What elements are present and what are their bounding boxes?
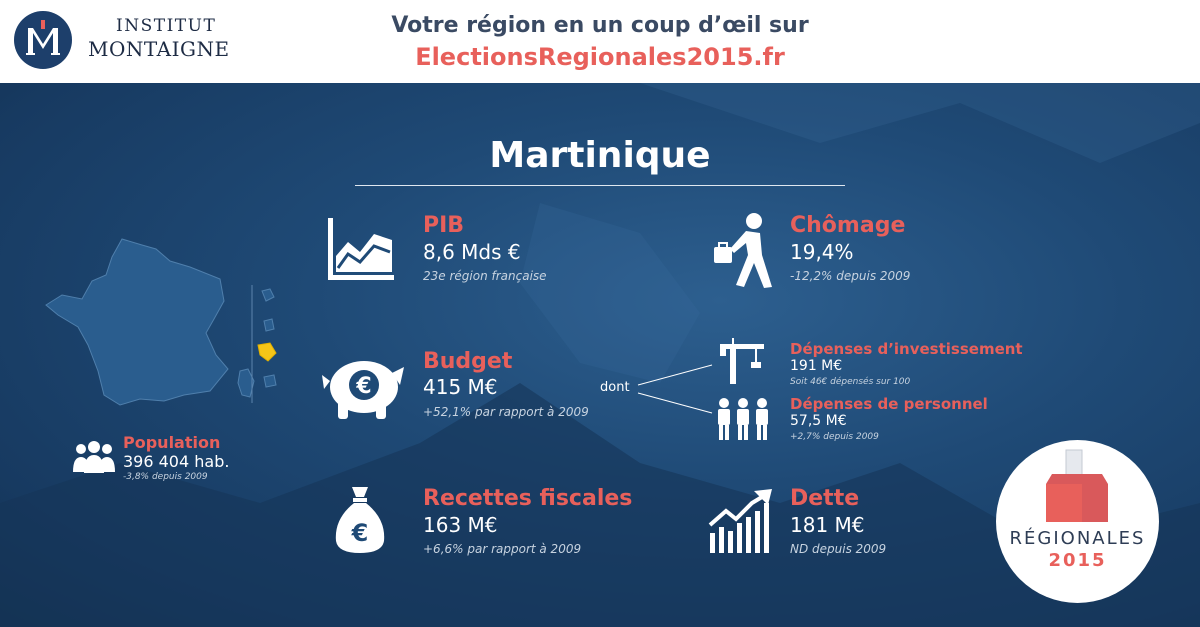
title-divider bbox=[355, 185, 845, 186]
logo-text-line2: MONTAIGNE bbox=[88, 37, 230, 61]
recettes-value: 163 M€ bbox=[423, 513, 498, 537]
chomage-note: -12,2% depuis 2009 bbox=[790, 269, 911, 283]
site-link[interactable]: ElectionsRegionales2015.fr bbox=[415, 43, 785, 71]
staff-people-icon bbox=[718, 398, 768, 440]
recettes-label: Recettes fiscales bbox=[423, 486, 633, 511]
depenses-investissement-value: 191 M€ bbox=[790, 358, 843, 374]
region-title: Martinique bbox=[489, 135, 711, 176]
dette-label: Dette bbox=[790, 486, 860, 511]
pib-value: 8,6 Mds € bbox=[423, 240, 521, 264]
depenses-personnel-label: Dépenses de personnel bbox=[790, 395, 988, 413]
chomage-value: 19,4% bbox=[790, 240, 854, 264]
institut-montaigne-logo-icon bbox=[14, 11, 72, 69]
dette-value: 181 M€ bbox=[790, 513, 865, 537]
header-tagline: Votre région en un coup d’œil sur bbox=[391, 13, 809, 38]
dont-label: dont bbox=[600, 380, 630, 395]
pib-label: PIB bbox=[423, 213, 465, 238]
budget-label: Budget bbox=[423, 349, 513, 374]
logo-text-line1: INSTITUT bbox=[116, 16, 217, 36]
dette-note: ND depuis 2009 bbox=[790, 542, 887, 556]
pib-note: 23e région française bbox=[423, 269, 547, 283]
population-note: -3,8% depuis 2009 bbox=[123, 472, 208, 482]
debt-rising-chart-icon bbox=[708, 489, 772, 553]
population-label: Population bbox=[123, 433, 221, 452]
infographic-panel: Population 396 404 hab. -3,8% depuis 200… bbox=[0, 83, 1200, 627]
budget-note: +52,1% par rapport à 2009 bbox=[423, 405, 589, 419]
depenses-personnel-note: +2,7% depuis 2009 bbox=[790, 432, 879, 442]
recettes-note: +6,6% par rapport à 2009 bbox=[423, 542, 582, 556]
background-map-texture bbox=[0, 83, 1200, 627]
piggy-bank-euro-icon: € bbox=[322, 361, 404, 419]
depenses-personnel-value: 57,5 M€ bbox=[790, 413, 847, 429]
regionales-2015-badge: RÉGIONALES 2015 bbox=[996, 440, 1159, 603]
badge-text-year: 2015 bbox=[1048, 550, 1107, 571]
svg-text:€: € bbox=[355, 374, 371, 399]
unemployed-walking-icon bbox=[714, 213, 772, 288]
money-bag-euro-icon: € bbox=[335, 487, 385, 553]
depenses-investissement-note: Soit 46€ dépensés sur 100 bbox=[790, 377, 911, 387]
header: INSTITUT MONTAIGNE Votre région en un co… bbox=[0, 0, 1200, 83]
population-icon bbox=[73, 441, 115, 473]
chomage-label: Chômage bbox=[790, 213, 906, 238]
pib-chart-icon bbox=[328, 218, 394, 280]
crane-construction-icon bbox=[720, 338, 764, 384]
ballot-box-icon bbox=[1046, 449, 1108, 522]
population-value: 396 404 hab. bbox=[123, 452, 230, 471]
svg-text:€: € bbox=[351, 519, 369, 547]
breakdown-connector bbox=[637, 364, 713, 414]
budget-value: 415 M€ bbox=[423, 375, 498, 399]
badge-text-regionales: RÉGIONALES bbox=[1009, 528, 1146, 549]
france-map-icon bbox=[45, 238, 277, 406]
depenses-investissement-label: Dépenses d’investissement bbox=[790, 340, 1023, 358]
